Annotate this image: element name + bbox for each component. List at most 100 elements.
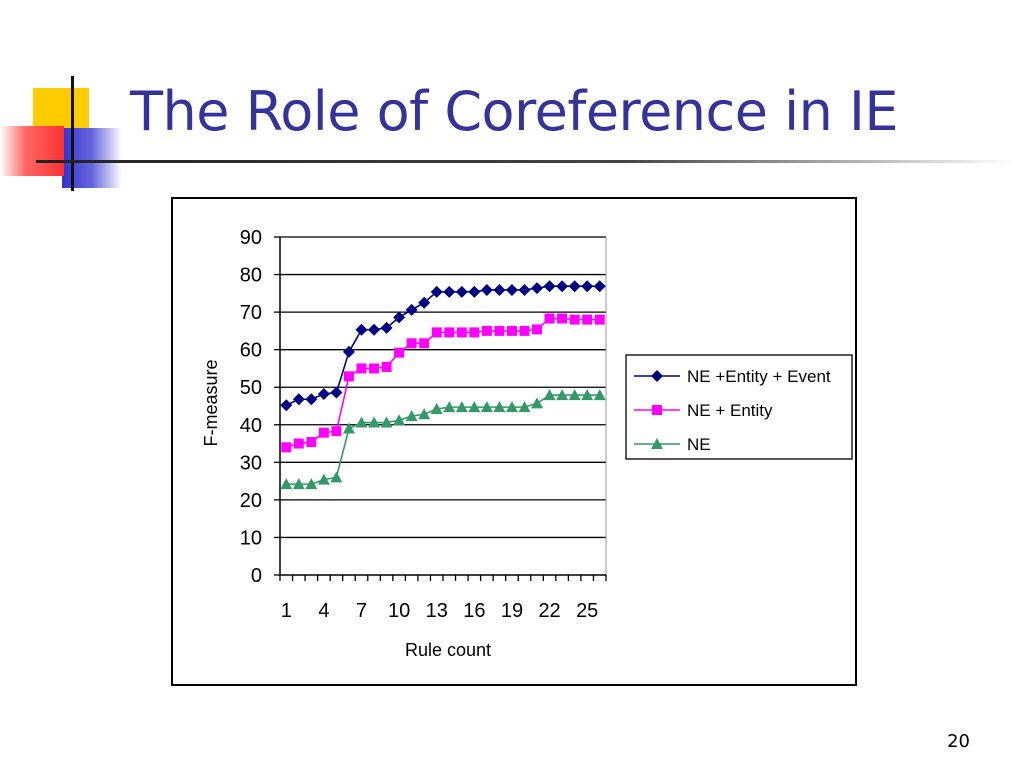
x-tick-label: 25: [576, 600, 598, 622]
legend-label: NE: [687, 435, 711, 454]
data-point-1: [582, 314, 593, 325]
data-point-1: [331, 426, 342, 437]
data-point-2: [280, 478, 293, 490]
chart-svg: 0 10 20 30 40 50 60 70 80 90 1 4 7 10 13 16 19 22 25 Rule c…: [201, 227, 853, 660]
y-axis-title: F-measure: [201, 359, 221, 446]
data-point-0: [480, 283, 493, 296]
data-point-2: [317, 473, 330, 485]
data-point-1: [293, 438, 304, 449]
data-point-2: [468, 401, 481, 413]
data-point-0: [556, 280, 569, 293]
data-point-1: [519, 325, 530, 336]
data-point-1: [532, 324, 543, 335]
data-point-2: [543, 389, 556, 401]
y-tick-label: 10: [240, 527, 262, 549]
data-point-0: [393, 311, 406, 324]
data-point-2: [305, 478, 318, 490]
data-point-0: [342, 345, 355, 358]
legend-label: NE +Entity + Event: [687, 367, 831, 386]
data-point-2: [493, 401, 506, 413]
data-point-0: [493, 283, 506, 296]
data-point-0: [330, 386, 343, 399]
data-point-2: [593, 389, 606, 401]
data-point-2: [368, 416, 381, 428]
data-point-0: [568, 280, 581, 293]
series-line-2: [286, 394, 600, 485]
x-tick-label: 13: [426, 600, 448, 622]
data-point-2: [380, 416, 393, 428]
data-point-0: [505, 283, 518, 296]
data-point-2: [518, 401, 531, 413]
y-tick-label: 70: [240, 302, 262, 324]
x-tick-label: 16: [463, 600, 485, 622]
data-point-0: [430, 285, 443, 298]
x-axis-title: Rule count: [405, 640, 491, 660]
data-point-1: [431, 327, 442, 338]
x-tick-label: 19: [501, 600, 523, 622]
data-point-2: [443, 401, 456, 413]
data-point-1: [369, 363, 380, 374]
y-tick-label: 20: [240, 490, 262, 512]
data-point-0: [443, 285, 456, 298]
data-point-1: [506, 325, 517, 336]
data-point-1: [318, 427, 329, 438]
data-point-2: [292, 478, 305, 490]
x-tick-label: 4: [318, 600, 329, 622]
data-point-2: [418, 408, 431, 420]
data-point-0: [418, 296, 431, 309]
decor-vertical-line: [71, 76, 74, 191]
data-point-0: [368, 323, 381, 336]
data-point-1: [444, 327, 455, 338]
data-point-1: [306, 437, 317, 448]
data-point-0: [405, 303, 418, 316]
data-point-1: [406, 338, 417, 349]
chart-frame: 0 10 20 30 40 50 60 70 80 90 1 4 7 10 13 16 19 22 25 Rule c…: [171, 197, 857, 686]
legend-marker: [651, 370, 663, 382]
data-point-2: [430, 403, 443, 415]
data-point-0: [455, 285, 468, 298]
y-tick-label: 0: [251, 565, 262, 587]
data-point-0: [317, 387, 330, 400]
data-point-0: [380, 321, 393, 334]
x-tick-label: 22: [538, 600, 560, 622]
x-tick-label: 1: [281, 600, 292, 622]
data-point-0: [543, 280, 556, 293]
data-point-0: [280, 399, 293, 412]
data-point-0: [581, 280, 594, 293]
data-point-2: [342, 422, 355, 434]
y-tick-label: 80: [240, 265, 262, 287]
x-tick-label: 10: [388, 600, 410, 622]
data-point-1: [419, 338, 430, 349]
data-point-1: [481, 325, 492, 336]
data-point-0: [593, 280, 606, 293]
data-point-2: [531, 397, 544, 409]
data-point-0: [355, 323, 368, 336]
legend-box: [625, 354, 853, 460]
data-point-0: [292, 393, 305, 406]
decor-red-square: [0, 126, 64, 176]
legend-marker: [652, 405, 662, 415]
data-point-2: [330, 471, 343, 483]
data-point-0: [305, 393, 318, 406]
data-point-2: [568, 389, 581, 401]
data-point-1: [381, 361, 392, 372]
legend-marker: [651, 438, 663, 449]
legend-label: NE + Entity: [687, 401, 773, 420]
data-point-2: [455, 401, 468, 413]
data-point-1: [394, 347, 405, 358]
data-point-1: [594, 314, 605, 325]
data-point-0: [468, 285, 481, 298]
x-tick-label: 7: [356, 600, 367, 622]
page-number: 20: [947, 731, 970, 752]
data-point-1: [544, 313, 555, 324]
data-point-1: [469, 327, 480, 338]
y-tick-label: 90: [240, 227, 262, 249]
slide-title: The Role of Coreference in IE: [130, 80, 899, 143]
title-underline: [36, 160, 1016, 163]
data-point-2: [556, 389, 569, 401]
data-point-2: [480, 401, 493, 413]
data-point-1: [343, 371, 354, 382]
data-point-1: [557, 313, 568, 324]
data-point-1: [281, 442, 292, 453]
data-point-2: [393, 414, 406, 426]
